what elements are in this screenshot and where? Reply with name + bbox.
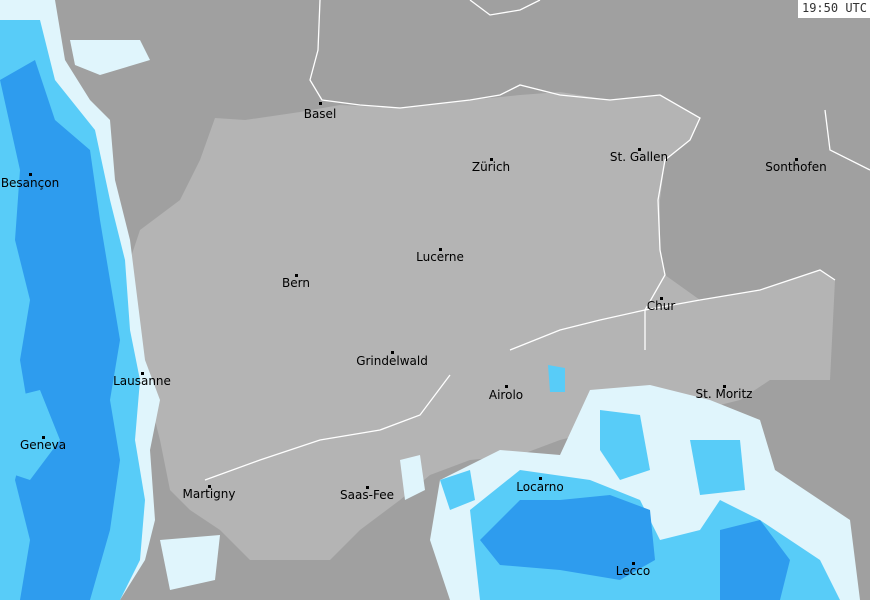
- precipitation-south: [160, 365, 860, 600]
- timestamp-label: 19:50 UTC: [797, 0, 870, 18]
- city-label-bern: Bern: [282, 276, 310, 290]
- city-label-lausanne: Lausanne: [113, 374, 171, 388]
- city-label-sonthofen: Sonthofen: [765, 160, 827, 174]
- city-label-lecco: Lecco: [615, 564, 651, 578]
- city-label-basel: Basel: [303, 107, 337, 121]
- city-label-chur: Chur: [646, 299, 676, 313]
- city-label-lucerne: Lucerne: [416, 250, 464, 264]
- city-label-martigny: Martigny: [182, 487, 236, 501]
- city-label-locarno: Locarno: [516, 480, 564, 494]
- city-label-st-moritz: St. Moritz: [695, 387, 753, 401]
- city-label-airolo: Airolo: [488, 388, 524, 402]
- city-label-grindelwald: Grindelwald: [356, 354, 428, 368]
- city-label-st-gallen: St. Gallen: [609, 150, 669, 164]
- precipitation-west: [0, 0, 160, 600]
- borders: [204, 0, 870, 481]
- city-label-zurich: Zürich: [471, 160, 511, 174]
- city-label-besancon: Besançon: [0, 176, 60, 190]
- city-label-geneva: Geneva: [19, 438, 67, 452]
- city-label-saas-fee: Saas-Fee: [340, 488, 394, 502]
